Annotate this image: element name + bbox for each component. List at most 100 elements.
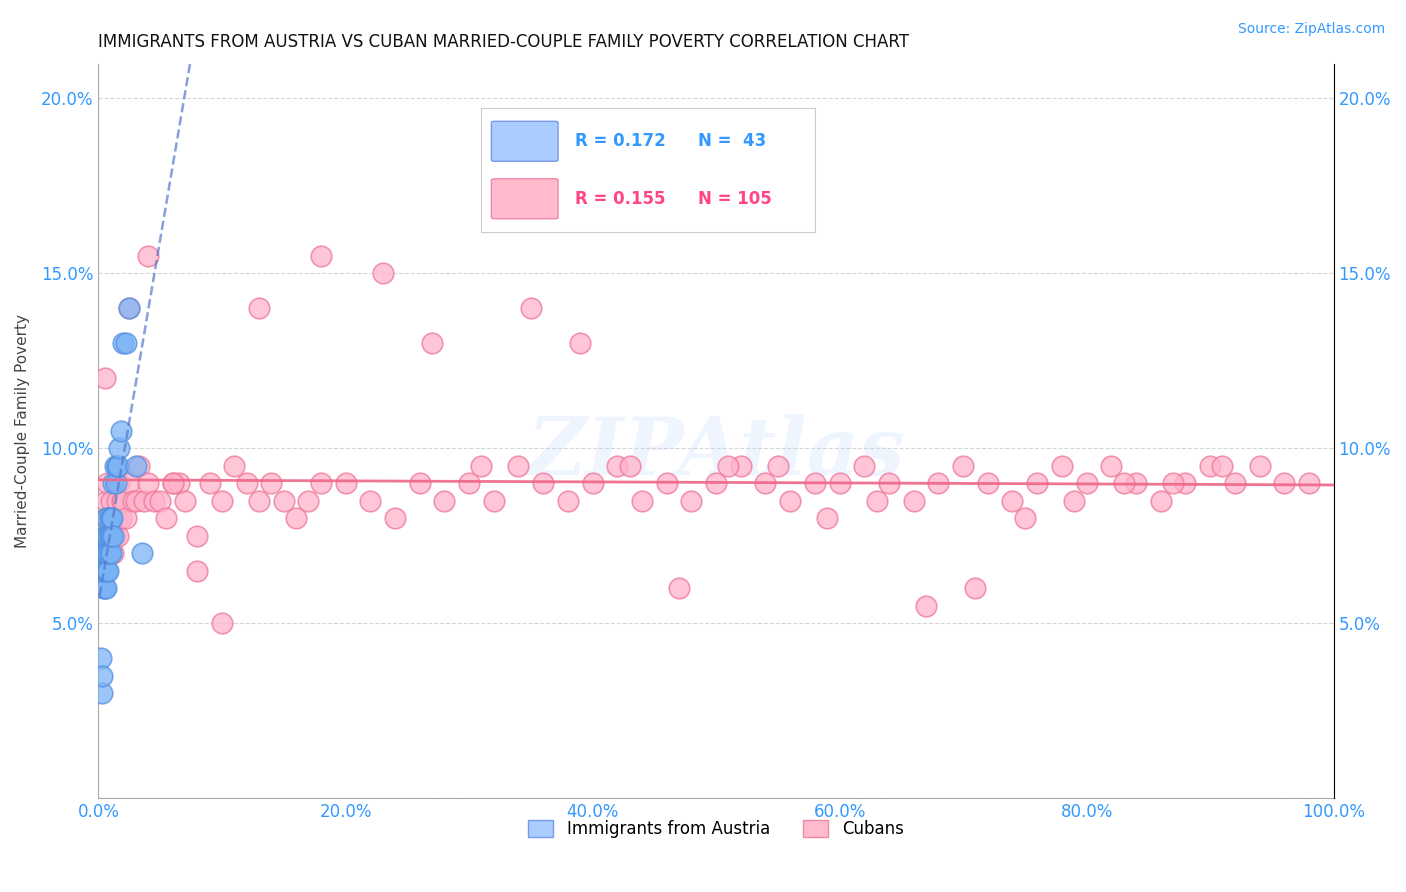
Point: [235, 476, 257, 491]
Point: [1161, 476, 1184, 491]
Point: [101, 529, 124, 543]
Point: [1150, 493, 1173, 508]
Point: [927, 476, 949, 491]
Point: [186, 564, 208, 578]
Point: [285, 511, 308, 525]
Point: [103, 458, 125, 473]
Point: [1211, 458, 1233, 473]
Point: [108, 476, 131, 491]
Point: [174, 493, 197, 508]
Point: [1298, 476, 1320, 491]
Point: [103, 476, 125, 491]
Point: [105, 493, 128, 508]
Point: [104, 511, 127, 525]
Point: [100, 511, 122, 525]
Point: [143, 493, 166, 508]
Point: [1063, 493, 1085, 508]
Point: [94, 564, 117, 578]
Point: [94, 546, 117, 560]
Point: [136, 476, 159, 491]
Point: [297, 493, 319, 508]
Point: [273, 493, 295, 508]
Point: [101, 529, 124, 543]
Point: [853, 458, 876, 473]
Point: [98, 511, 121, 525]
Point: [384, 511, 406, 525]
Point: [97, 529, 120, 543]
Point: [124, 493, 146, 508]
Point: [111, 493, 134, 508]
Point: [101, 511, 124, 525]
Point: [815, 511, 838, 525]
Point: [668, 581, 690, 595]
Point: [359, 493, 381, 508]
Point: [1112, 476, 1135, 491]
Point: [1076, 476, 1098, 491]
Point: [134, 493, 156, 508]
Point: [606, 458, 628, 473]
Point: [110, 511, 132, 525]
Point: [100, 493, 122, 508]
Point: [94, 529, 117, 543]
Point: [114, 511, 136, 525]
Point: [482, 493, 505, 508]
Point: [162, 476, 184, 491]
Text: IMMIGRANTS FROM AUSTRIA VS CUBAN MARRIED-COUPLE FAMILY POVERTY CORRELATION CHART: IMMIGRANTS FROM AUSTRIA VS CUBAN MARRIED…: [98, 33, 910, 51]
Point: [828, 476, 851, 491]
Point: [804, 476, 827, 491]
Legend: Immigrants from Austria, Cubans: Immigrants from Austria, Cubans: [522, 814, 910, 845]
Point: [865, 493, 887, 508]
Point: [112, 336, 135, 351]
Point: [420, 336, 443, 351]
Point: [309, 476, 332, 491]
Point: [371, 267, 394, 281]
Point: [94, 511, 117, 525]
Point: [1050, 458, 1073, 473]
Point: [93, 529, 115, 543]
Point: [1174, 476, 1197, 491]
Point: [93, 581, 115, 595]
Point: [94, 581, 117, 595]
Point: [96, 476, 118, 491]
Point: [779, 493, 801, 508]
Point: [93, 564, 115, 578]
Point: [754, 476, 776, 491]
Point: [681, 493, 703, 508]
Point: [96, 529, 118, 543]
Point: [96, 511, 118, 525]
Point: [131, 546, 153, 560]
Point: [94, 493, 117, 508]
Point: [508, 458, 530, 473]
Point: [98, 546, 121, 560]
Point: [952, 458, 974, 473]
Point: [766, 458, 789, 473]
Point: [100, 529, 122, 543]
Point: [107, 458, 129, 473]
Point: [97, 511, 120, 525]
Point: [128, 458, 150, 473]
Point: [977, 476, 1000, 491]
Point: [136, 249, 159, 263]
Point: [186, 529, 208, 543]
Point: [198, 476, 221, 491]
Point: [97, 564, 120, 578]
Text: Source: ZipAtlas.com: Source: ZipAtlas.com: [1237, 22, 1385, 37]
Point: [112, 493, 135, 508]
Point: [408, 476, 430, 491]
Point: [104, 476, 127, 491]
Point: [90, 651, 112, 665]
Point: [1014, 511, 1036, 525]
Point: [470, 458, 492, 473]
Point: [619, 458, 641, 473]
Point: [211, 493, 233, 508]
Point: [557, 493, 579, 508]
Point: [1272, 476, 1295, 491]
Point: [118, 476, 141, 491]
Point: [93, 546, 115, 560]
Point: [531, 476, 554, 491]
Point: [247, 493, 270, 508]
Point: [704, 476, 727, 491]
Point: [717, 458, 740, 473]
Point: [1223, 476, 1246, 491]
Point: [114, 336, 136, 351]
